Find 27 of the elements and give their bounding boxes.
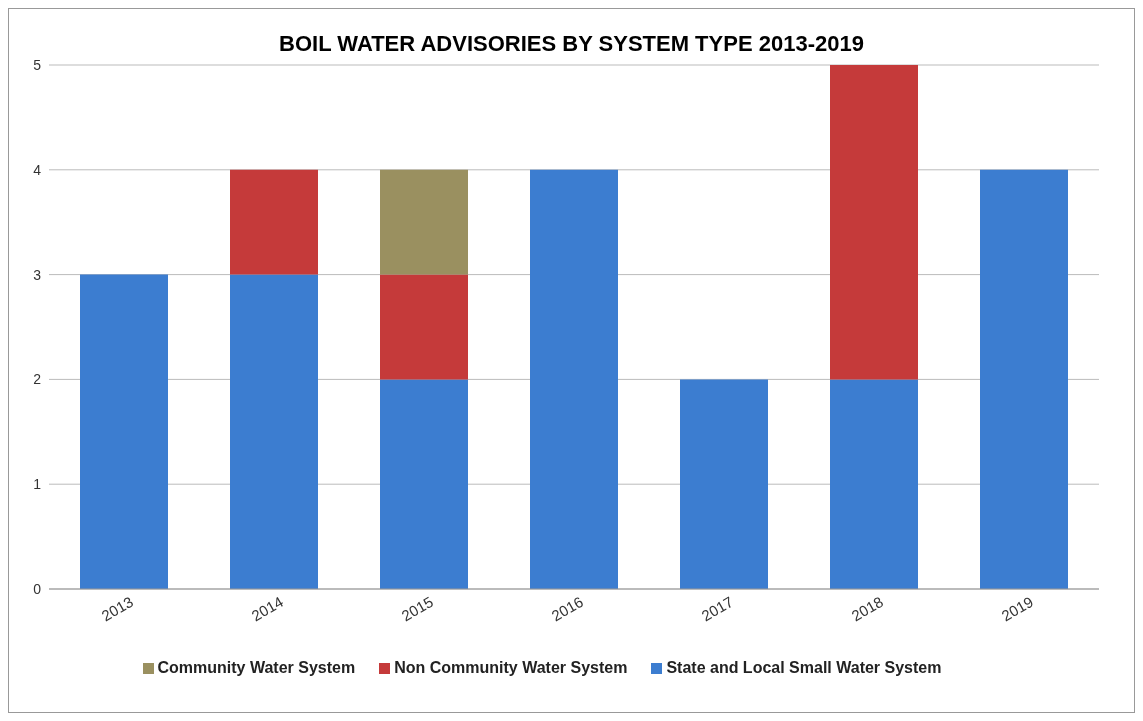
x-tick-label: 2018 xyxy=(848,592,886,625)
bar xyxy=(530,169,618,589)
x-tick-label: 2014 xyxy=(248,592,286,625)
legend-label: State and Local Small Water System xyxy=(666,659,942,676)
y-tick-label: 3 xyxy=(33,266,42,283)
bar xyxy=(980,169,1068,589)
legend-label: Non Community Water System xyxy=(394,659,628,676)
bar xyxy=(380,274,468,380)
legend-label: Community Water System xyxy=(157,659,356,676)
y-tick-label: 0 xyxy=(33,580,42,597)
x-tick-label: 2016 xyxy=(548,592,586,625)
y-tick-label: 4 xyxy=(33,161,42,178)
bar xyxy=(230,169,318,275)
y-tick-label: 2 xyxy=(33,371,42,388)
bar xyxy=(830,379,918,589)
bar xyxy=(230,274,318,589)
bar xyxy=(680,379,768,589)
y-tick-label: 1 xyxy=(33,476,42,493)
bar xyxy=(380,169,468,275)
x-tick-label: 2013 xyxy=(98,592,136,625)
chart-title: BOIL WATER ADVISORIES BY SYSTEM TYPE 2013-2019 xyxy=(278,31,865,57)
bar xyxy=(80,274,168,589)
x-tick-label: 2019 xyxy=(998,592,1036,625)
bar xyxy=(830,65,918,380)
x-tick-label: 2015 xyxy=(398,592,436,625)
bar xyxy=(380,379,468,589)
y-tick-label: 5 xyxy=(33,56,42,73)
